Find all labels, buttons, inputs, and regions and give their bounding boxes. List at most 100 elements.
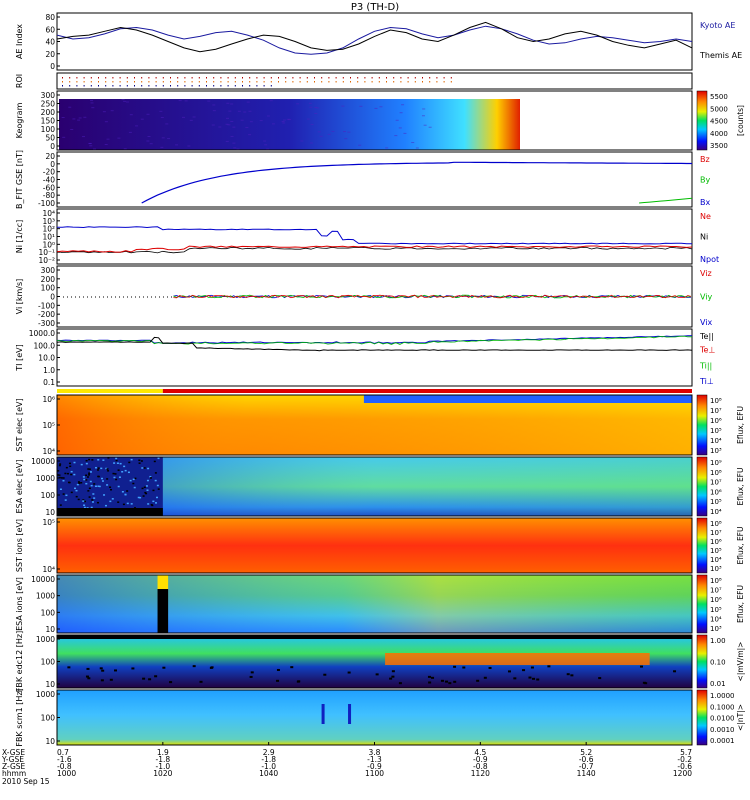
roi-dot bbox=[407, 77, 409, 79]
velocity-dot bbox=[135, 296, 136, 298]
keogram-streak bbox=[159, 110, 163, 112]
keogram-streak bbox=[226, 102, 230, 104]
noise-pixel bbox=[87, 490, 90, 492]
noise-pixel bbox=[117, 485, 120, 488]
noise-pixel bbox=[75, 495, 78, 498]
keogram-streak bbox=[236, 148, 240, 150]
roi-dot bbox=[407, 81, 409, 83]
noise-pixel bbox=[113, 476, 116, 479]
roi-dot bbox=[249, 85, 251, 87]
npot-line bbox=[57, 226, 692, 245]
noise-pixel bbox=[97, 475, 100, 478]
roi-dot bbox=[141, 77, 143, 79]
velocity-dot bbox=[155, 296, 156, 298]
roi-dot bbox=[62, 81, 63, 83]
fbk-b-ytick-label: 1000 bbox=[36, 690, 55, 699]
keogram-streak bbox=[83, 116, 87, 118]
keogram-streak bbox=[117, 137, 121, 139]
v-ytick-label: 100 bbox=[41, 284, 56, 293]
noise-pixel bbox=[157, 457, 160, 460]
noise-pixel bbox=[83, 500, 86, 503]
y-gse-tick: -1.6 bbox=[57, 755, 72, 764]
noise-pixel bbox=[153, 460, 156, 463]
ae-legend-themis: Themis AE bbox=[699, 51, 742, 60]
velocity-dot bbox=[127, 296, 128, 298]
roi-dot bbox=[242, 81, 243, 83]
noise-pixel bbox=[80, 481, 83, 484]
roi-panel: ROI bbox=[15, 72, 693, 90]
noise-pixel bbox=[58, 474, 61, 476]
keogram-streak bbox=[343, 131, 347, 133]
roi-dot bbox=[335, 81, 337, 83]
roi-dot bbox=[414, 81, 416, 83]
keogram-streak bbox=[266, 115, 270, 117]
noise-pixel bbox=[60, 477, 63, 479]
keogram-streak bbox=[246, 101, 250, 103]
esa-e-cbar-tick: 10⁶ bbox=[710, 488, 722, 496]
colorbar bbox=[696, 90, 708, 151]
n-ytick-label: 10⁴ bbox=[42, 209, 55, 218]
keogram-streak bbox=[77, 119, 81, 121]
fbk-b-ytick-label: 10 bbox=[45, 737, 55, 746]
plot-title: P3 (TH-D) bbox=[351, 2, 399, 13]
noise-pixel bbox=[115, 457, 118, 460]
sst-i-cbar-label: Eflux, EFU bbox=[736, 527, 745, 565]
noise-pixel bbox=[462, 666, 466, 669]
temperature-legend-3: Ti⊥ bbox=[699, 377, 714, 386]
roi-dot bbox=[184, 81, 186, 83]
high-energy-band bbox=[363, 395, 692, 403]
noise-pixel bbox=[85, 474, 88, 477]
velocity-dot bbox=[63, 296, 64, 298]
fbk-e-ylabel: FBK edc12 [Hz] bbox=[15, 631, 24, 692]
keogram-streak bbox=[90, 100, 94, 102]
noise-pixel bbox=[145, 492, 148, 495]
noise-pixel bbox=[88, 468, 91, 470]
roi-dot bbox=[191, 85, 193, 87]
roi-dot bbox=[314, 81, 315, 83]
spike bbox=[348, 704, 352, 724]
roi-dot bbox=[76, 85, 78, 87]
noise-pixel bbox=[126, 502, 129, 505]
b-ytick-label: 20 bbox=[45, 152, 55, 161]
noise-pixel bbox=[75, 489, 78, 492]
keogram-streak bbox=[300, 140, 304, 142]
noise-pixel bbox=[431, 676, 435, 679]
fbk-e-cbar-tick: 0.01 bbox=[710, 680, 726, 688]
ne-line bbox=[56, 245, 693, 253]
spectrogram-image bbox=[57, 518, 692, 573]
ae-ytick-label: 40 bbox=[45, 38, 55, 47]
roi-dot bbox=[386, 77, 387, 79]
t-ytick-label: 10.0 bbox=[38, 354, 55, 363]
noise-pixel bbox=[428, 681, 432, 684]
keogram-streak bbox=[249, 121, 253, 123]
roi-dot bbox=[141, 85, 143, 87]
roi-dot bbox=[184, 85, 186, 87]
y-gse-tick: -1.8 bbox=[261, 755, 276, 764]
roi-dot bbox=[105, 77, 107, 79]
noise-pixel bbox=[144, 491, 147, 494]
noise-pixel bbox=[73, 473, 76, 476]
noise-pixel bbox=[192, 665, 196, 668]
noise-pixel bbox=[83, 504, 86, 506]
keogram-streak bbox=[282, 119, 286, 121]
roi-dot bbox=[119, 85, 121, 87]
colorbar bbox=[696, 517, 708, 574]
keogram-streak bbox=[129, 114, 133, 116]
noise-pixel bbox=[77, 481, 80, 483]
noise-pixel bbox=[427, 675, 431, 678]
noise-pixel bbox=[598, 677, 602, 680]
noise-pixel bbox=[62, 493, 65, 495]
keogram-streak bbox=[248, 110, 252, 112]
keo-cbar-tick: 3500 bbox=[710, 142, 728, 150]
y-gse-tick: -0.6 bbox=[579, 755, 594, 764]
sst-e-ytick-label: 10⁴ bbox=[42, 447, 55, 456]
noise-pixel bbox=[106, 468, 109, 470]
keo-ytick-label: 300 bbox=[41, 91, 56, 100]
sst-e-cbar-tick: 10⁴ bbox=[710, 437, 722, 445]
bfield-legend-1: By bbox=[700, 176, 710, 185]
roi-dot bbox=[162, 85, 164, 87]
noise-pixel bbox=[142, 495, 145, 497]
noise-pixel bbox=[152, 500, 155, 503]
keogram-streak bbox=[245, 127, 249, 129]
noise-pixel bbox=[112, 472, 115, 475]
